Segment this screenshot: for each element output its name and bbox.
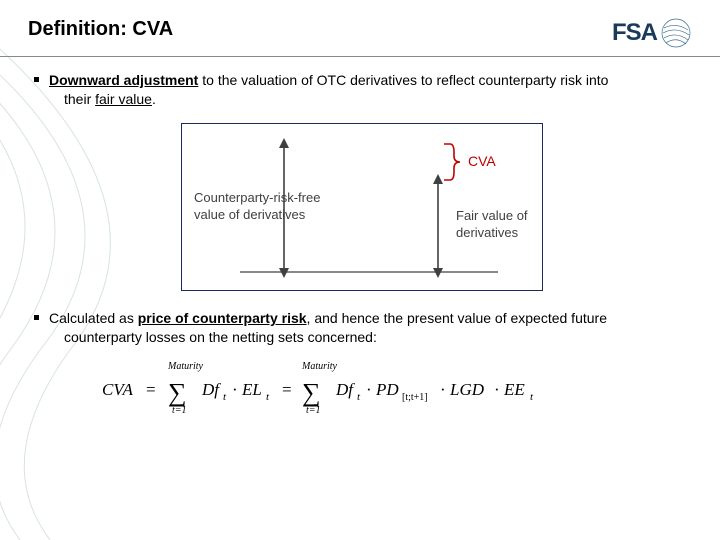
f-sum2-upper: Maturity <box>301 361 338 372</box>
cva-brace <box>444 144 460 180</box>
bullet-1-bold: Downward adjustment <box>49 72 198 88</box>
bullet-2-line2: counterparty losses on the netting sets … <box>49 328 607 347</box>
left-arrow-head-top <box>279 138 289 148</box>
f-eq2: = <box>282 380 292 399</box>
fsa-logo-text: FSA <box>612 19 657 47</box>
bullet-marker-icon <box>34 315 39 320</box>
f-el: EL <box>241 380 262 399</box>
bullet-2-bold: price of counterparty risk <box>138 310 307 326</box>
right-label-line2: derivatives <box>456 225 519 240</box>
slide-header: Definition: CVA FSA <box>0 0 720 47</box>
left-label-line1: Counterparty-risk-free <box>194 190 320 205</box>
cva-formula: CVA = Maturity ∑ t=1 Df t · EL t = Matur… <box>102 357 622 417</box>
f-lgd: LGD <box>449 380 485 399</box>
f-sum1-lower: t=1 <box>172 405 187 416</box>
right-arrow-head-bottom <box>433 268 443 278</box>
cva-formula-wrap: CVA = Maturity ∑ t=1 Df t · EL t = Matur… <box>34 357 690 417</box>
bullet-2-rest: , and hence the present value of expecte… <box>307 310 607 326</box>
f-pd-sub: [t;t+1] <box>402 392 428 403</box>
f-cva: CVA <box>102 380 133 399</box>
bullet-1-text: Downward adjustment to the valuation of … <box>49 71 608 109</box>
f-el-sub: t <box>266 391 270 403</box>
cva-diagram-wrap: Counterparty-risk-free value of derivati… <box>34 123 690 291</box>
right-arrow-head-top <box>433 174 443 184</box>
cva-label: CVA <box>468 153 496 169</box>
bullet-2-text: Calculated as price of counterparty risk… <box>49 309 607 347</box>
f-df2: Df <box>335 380 355 399</box>
bullet-marker-icon <box>34 77 39 82</box>
f-ee: EE <box>503 380 525 399</box>
slide-title: Definition: CVA <box>28 18 692 41</box>
right-label-line1: Fair value of <box>456 208 528 223</box>
f-dot3: · <box>440 380 446 399</box>
f-dot1: · <box>232 380 238 399</box>
f-dot4: · <box>494 380 500 399</box>
cva-diagram: Counterparty-risk-free value of derivati… <box>181 123 543 291</box>
f-ee-sub: t <box>530 391 534 403</box>
f-df1-sub: t <box>223 391 227 403</box>
bullet-1: Downward adjustment to the valuation of … <box>34 71 690 109</box>
f-dot2: · <box>366 380 372 399</box>
cva-diagram-svg: Counterparty-risk-free value of derivati… <box>182 124 544 292</box>
f-sum1-upper: Maturity <box>167 361 204 372</box>
f-pd: PD <box>375 380 399 399</box>
bullet-2: Calculated as price of counterparty risk… <box>34 309 690 347</box>
f-df2-sub: t <box>357 391 361 403</box>
fsa-logo-swirl-icon <box>661 18 691 48</box>
bullet-1-line2: their fair value. <box>49 90 608 109</box>
f-eq1: = <box>146 380 156 399</box>
left-arrow-head-bottom <box>279 268 289 278</box>
f-df1: Df <box>201 380 221 399</box>
f-sigma1: ∑ <box>168 378 187 407</box>
left-label-line2: value of derivatives <box>194 207 306 222</box>
f-sum2-lower: t=1 <box>306 405 321 416</box>
bullet-1-rest: to the valuation of OTC derivatives to r… <box>198 72 608 88</box>
f-sigma2: ∑ <box>302 378 321 407</box>
slide-content: Downward adjustment to the valuation of … <box>0 47 720 427</box>
